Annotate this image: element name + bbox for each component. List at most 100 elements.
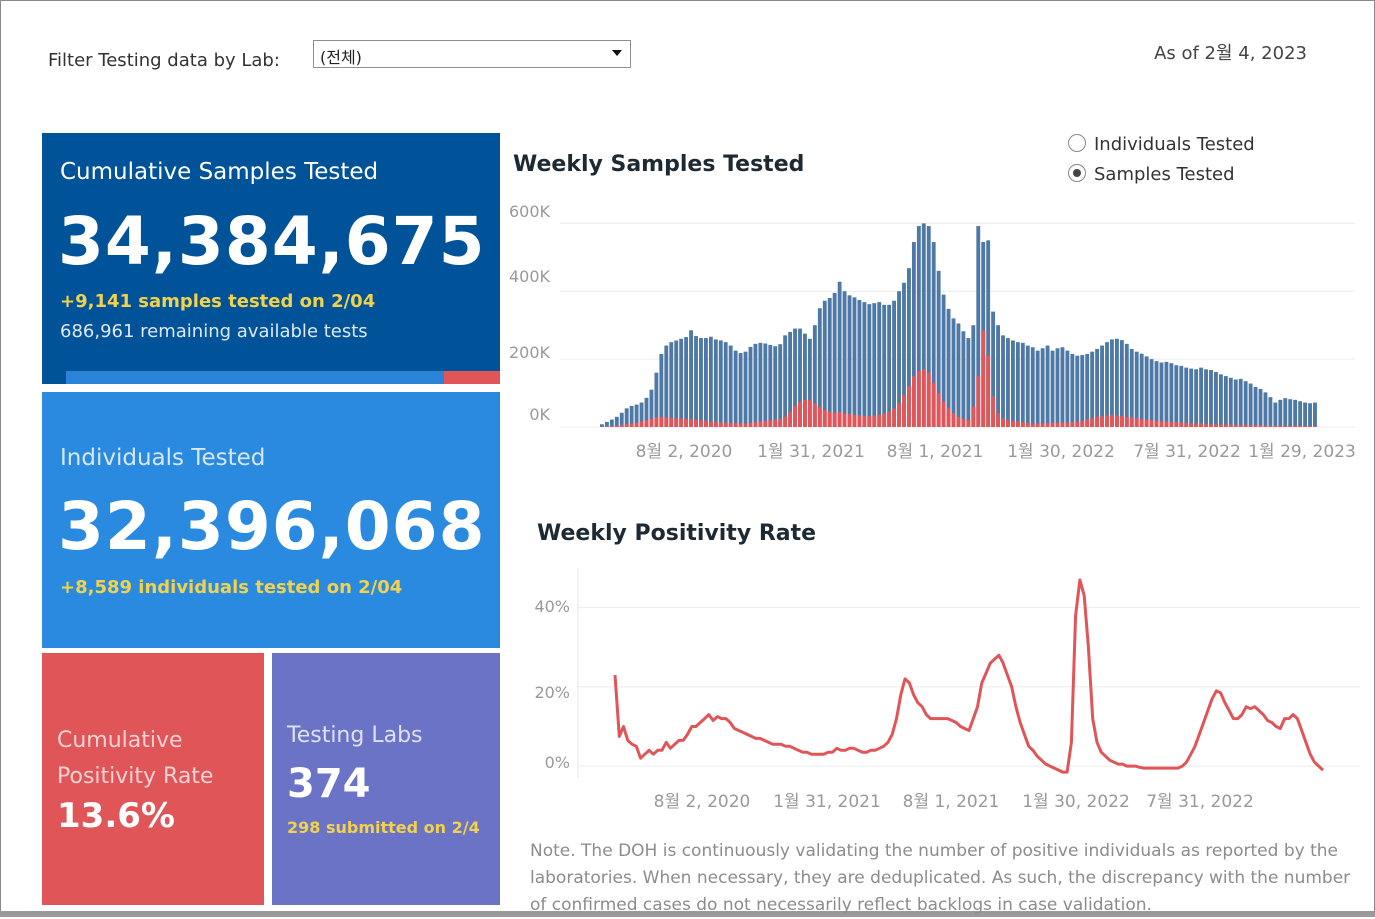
samples-bar [1234, 379, 1238, 427]
samples-bar [1105, 342, 1109, 427]
positive-bar [758, 422, 762, 427]
positive-bar [1244, 425, 1248, 427]
toggle-individuals-tested[interactable]: Individuals Tested [1068, 134, 1255, 155]
samples-bar [867, 304, 871, 427]
lab-filter-dropdown[interactable]: (전체) [313, 40, 631, 68]
tests-used-bar [66, 371, 444, 384]
positive-bar [709, 422, 713, 427]
positive-bar [1105, 415, 1109, 427]
samples-bar [1239, 379, 1243, 427]
positive-bar [937, 393, 941, 427]
positive-bar [1254, 425, 1258, 427]
tile-daily-increase: +9,141 samples tested on 2/04 [60, 291, 375, 312]
samples-bar [882, 305, 886, 427]
positive-bar [773, 420, 777, 427]
samples-bar [1298, 401, 1302, 427]
samples-bar [1209, 370, 1213, 427]
positive-bar [1293, 426, 1297, 427]
weekly-samples-title: Weekly Samples Tested [513, 152, 804, 177]
positive-bar [1031, 424, 1035, 427]
positive-bar [729, 423, 733, 427]
samples-bar [1273, 403, 1277, 427]
positive-bar [1150, 420, 1154, 427]
toggle-samples-tested[interactable]: Samples Tested [1068, 164, 1235, 185]
samples-bar [704, 338, 708, 427]
positive-bar [1239, 425, 1243, 427]
positive-bar [1160, 421, 1164, 427]
positive-bar [1080, 421, 1084, 427]
samples-bar [1006, 338, 1010, 427]
lab-filter-value: (전체) [320, 44, 362, 68]
x-tick-label: 8월 1, 2021 [887, 442, 984, 462]
positive-bar [778, 419, 782, 427]
samples-bar [768, 345, 772, 427]
samples-bar [773, 346, 777, 427]
samples-bar [848, 295, 852, 427]
samples-bar [1219, 374, 1223, 427]
positive-bar [640, 422, 644, 427]
samples-bar [778, 344, 782, 427]
samples-bar [1278, 400, 1282, 427]
positive-bar [1184, 423, 1188, 427]
toggle-label: Individuals Tested [1094, 134, 1255, 155]
samples-bar [674, 340, 678, 427]
samples-bar [620, 413, 624, 427]
positive-bar [1164, 422, 1168, 427]
samples-bar [1199, 368, 1203, 427]
validation-note: Note. The DOH is continuously validating… [530, 838, 1365, 919]
positive-bar [615, 426, 619, 427]
samples-bar [1125, 344, 1129, 427]
positive-bar [610, 426, 614, 427]
samples-bar [1021, 343, 1025, 427]
positive-bar [1303, 426, 1307, 427]
samples-bar [1224, 376, 1228, 427]
samples-bar [872, 303, 876, 427]
positive-bar [838, 412, 842, 427]
tile-title: Cumulative Positivity Rate [57, 723, 257, 795]
samples-bar [957, 323, 961, 427]
samples-bar [1174, 365, 1178, 427]
x-tick-label: 7월 31, 2022 [1133, 442, 1241, 462]
samples-bar [833, 293, 837, 427]
individuals-tested-tile: Individuals Tested 32,396,068 +8,589 ind… [42, 392, 500, 648]
samples-bar [1150, 359, 1154, 427]
samples-bar [669, 342, 673, 427]
samples-bar [729, 346, 733, 427]
positive-bar [1229, 425, 1233, 427]
positive-bar [872, 415, 876, 427]
positive-bar [848, 414, 852, 427]
samples-bar [1056, 348, 1060, 427]
x-tick-label: 1월 29, 2023 [1248, 442, 1356, 462]
positive-bar [659, 417, 663, 427]
samples-bar [1155, 361, 1159, 427]
filter-label: Filter Testing data by Lab: [48, 50, 280, 71]
samples-bar [1244, 381, 1248, 427]
positive-bar [1006, 420, 1010, 427]
samples-bar [605, 422, 609, 427]
positive-bar [679, 419, 683, 427]
positive-bar [749, 423, 753, 427]
positive-bar [783, 417, 787, 427]
samples-bar [853, 297, 857, 427]
positive-bar [793, 406, 797, 427]
samples-bar [739, 353, 743, 427]
positive-bar [961, 419, 965, 427]
positive-bar [650, 419, 654, 427]
positive-bar [828, 412, 832, 427]
positive-bar [857, 415, 861, 427]
positive-bar [635, 423, 639, 427]
positive-bar [927, 373, 931, 427]
positive-bar [719, 422, 723, 427]
samples-bar [1264, 392, 1268, 427]
samples-bar [887, 305, 891, 427]
samples-bar [1145, 356, 1149, 427]
samples-bar [838, 282, 842, 427]
positive-bar [1169, 422, 1173, 427]
positive-bar [917, 371, 921, 427]
positive-bar [1125, 417, 1129, 427]
tile-submitted: 298 submitted on 2/4 [287, 818, 480, 837]
positive-bar [1061, 423, 1065, 427]
positive-bar [803, 400, 807, 427]
positive-bar [882, 413, 886, 427]
samples-bar [1288, 399, 1292, 427]
